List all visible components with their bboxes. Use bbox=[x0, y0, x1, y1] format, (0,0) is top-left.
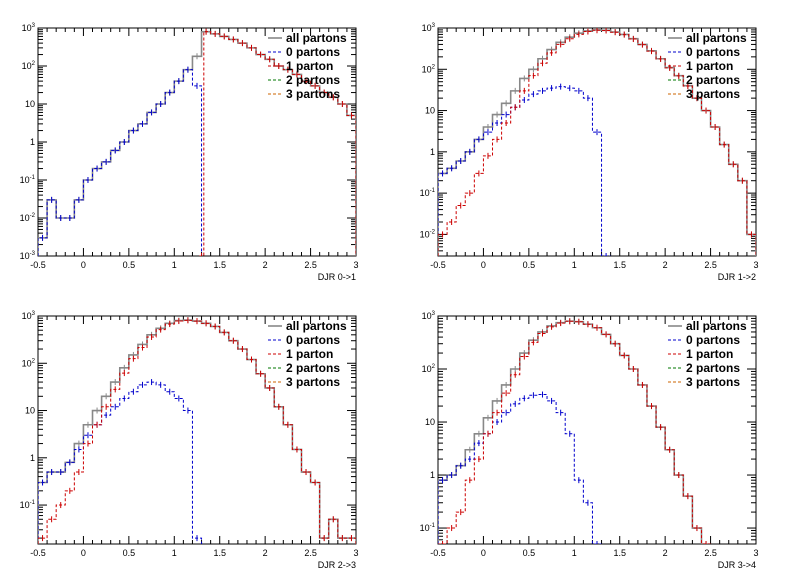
chart-panel-1: -0.5 0 0.5 1 1.5 2 2.5 3 DJR 0->1 10-3 10-2 10-1 1 10… bbox=[20, 23, 359, 282]
x-tick-label: 3 bbox=[353, 548, 358, 558]
y-tick-label: 10 bbox=[425, 417, 435, 427]
legend-entry: all partons bbox=[686, 31, 747, 45]
legend-entry: 3 partons bbox=[686, 87, 740, 101]
x-tick-label: 2.5 bbox=[704, 260, 717, 270]
x-tick-label: 0 bbox=[481, 260, 486, 270]
y-tick-label: 1 bbox=[430, 147, 435, 157]
legend-entry: all partons bbox=[286, 31, 347, 45]
chart-panel-2: -0.5 0 0.5 1 1.5 2 2.5 3 DJR 1->2 10-2 10-1 1 10 102 1… bbox=[420, 23, 759, 282]
x-axis-label: DJR 3->4 bbox=[718, 560, 756, 570]
x-tick-label: 2.5 bbox=[704, 548, 717, 558]
legend-entry: 1 parton bbox=[286, 59, 333, 73]
y-tick-label: 10-1 bbox=[20, 175, 36, 185]
x-tick-label: 1 bbox=[172, 260, 177, 270]
series-line-0-partons bbox=[438, 86, 611, 256]
x-tick-label: 2.5 bbox=[304, 260, 317, 270]
series-group bbox=[438, 28, 756, 256]
legend-entry: all partons bbox=[686, 319, 747, 333]
y-tick-label: 10-2 bbox=[20, 213, 36, 223]
legend-entry: 1 parton bbox=[286, 347, 333, 361]
y-tick-label: 102 bbox=[422, 64, 436, 74]
x-tick-label: 0.5 bbox=[523, 548, 536, 558]
x-tick-label: 1.5 bbox=[613, 548, 626, 558]
y-tick-label: 103 bbox=[22, 23, 36, 33]
y-tick-label: 10 bbox=[25, 406, 35, 416]
x-tick-label: 2 bbox=[663, 260, 668, 270]
series-line-0-partons bbox=[38, 381, 203, 544]
x-tick-label: -0.5 bbox=[30, 260, 46, 270]
x-tick-label: 0.5 bbox=[123, 548, 136, 558]
x-tick-label: 1.5 bbox=[613, 260, 626, 270]
series-line-0-partons bbox=[438, 394, 602, 544]
x-tick-label: -0.5 bbox=[430, 260, 446, 270]
x-tick-label: 1 bbox=[172, 548, 177, 558]
x-tick-label: 0 bbox=[481, 548, 486, 558]
plot-frame bbox=[37, 315, 357, 545]
y-tick-label: 1 bbox=[430, 470, 435, 480]
x-axis-label: DJR 2->3 bbox=[318, 560, 356, 570]
legend-entry: 0 partons bbox=[286, 333, 340, 347]
legend-entry: 2 partons bbox=[686, 361, 740, 375]
y-tick-label: 10 bbox=[25, 99, 35, 109]
y-tick-label: 10-3 bbox=[20, 251, 36, 261]
legend-entry: all partons bbox=[286, 319, 347, 333]
x-tick-label: 3 bbox=[753, 260, 758, 270]
y-tick-label: 1 bbox=[30, 453, 35, 463]
y-tick-label: 10-2 bbox=[420, 229, 436, 239]
y-tick-label: 10-1 bbox=[420, 188, 436, 198]
series-line-all-partons bbox=[38, 30, 356, 256]
x-tick-label: 1.5 bbox=[213, 548, 226, 558]
legend-entry: 0 partons bbox=[686, 333, 740, 347]
x-tick-label: 0 bbox=[81, 548, 86, 558]
legend-entry: 2 partons bbox=[686, 73, 740, 87]
x-axis-label: DJR 1->2 bbox=[718, 272, 756, 282]
series-group bbox=[38, 317, 356, 544]
x-tick-label: 2.5 bbox=[304, 548, 317, 558]
y-tick-label: 10-1 bbox=[420, 523, 436, 533]
x-axis-label: DJR 0->1 bbox=[318, 272, 356, 282]
x-tick-label: 1 bbox=[572, 260, 577, 270]
y-tick-label: 1 bbox=[30, 137, 35, 147]
x-tick-label: 0 bbox=[81, 260, 86, 270]
chart-panel-3: -0.5 0 0.5 1 1.5 2 2.5 3 DJR 2->3 10-1 1 10 102 103 al… bbox=[20, 311, 359, 570]
x-tick-label: 3 bbox=[353, 260, 358, 270]
series-line-1-parton bbox=[438, 320, 711, 544]
legend-entry: 0 partons bbox=[686, 45, 740, 59]
y-tick-label: 102 bbox=[22, 358, 36, 368]
legend-entry: 1 parton bbox=[686, 59, 733, 73]
y-tick-label: 102 bbox=[422, 364, 436, 374]
series-line-0-partons bbox=[38, 69, 203, 256]
x-tick-label: 1.5 bbox=[213, 260, 226, 270]
y-tick-label: 10-1 bbox=[20, 500, 36, 510]
legend-entry: 2 partons bbox=[286, 73, 340, 87]
x-tick-label: 0.5 bbox=[123, 260, 136, 270]
legend-entry: 2 partons bbox=[286, 361, 340, 375]
series-group bbox=[438, 318, 711, 544]
legend-entry: 3 partons bbox=[286, 87, 340, 101]
y-tick-label: 103 bbox=[22, 311, 36, 321]
x-tick-label: -0.5 bbox=[30, 548, 46, 558]
series-line-1-parton bbox=[438, 29, 756, 256]
legend-entry: 0 partons bbox=[286, 45, 340, 59]
y-tick-label: 10 bbox=[425, 106, 435, 116]
x-tick-label: 0.5 bbox=[523, 260, 536, 270]
chart-panel-4: -0.5 0 0.5 1 1.5 2 2.5 3 DJR 3->4 10-1 1 10 102 103 al… bbox=[420, 311, 759, 570]
y-tick-label: 103 bbox=[422, 311, 436, 321]
y-tick-label: 102 bbox=[22, 61, 36, 71]
x-tick-label: -0.5 bbox=[430, 548, 446, 558]
x-tick-label: 3 bbox=[753, 548, 758, 558]
legend-entry: 3 partons bbox=[286, 375, 340, 389]
x-tick-label: 1 bbox=[572, 548, 577, 558]
x-tick-label: 2 bbox=[663, 548, 668, 558]
series-line-1-parton bbox=[38, 319, 356, 544]
legend-entry: 1 parton bbox=[686, 347, 733, 361]
y-tick-label: 103 bbox=[422, 23, 436, 33]
x-tick-label: 2 bbox=[263, 260, 268, 270]
x-tick-label: 2 bbox=[263, 548, 268, 558]
legend-entry: 3 partons bbox=[686, 375, 740, 389]
